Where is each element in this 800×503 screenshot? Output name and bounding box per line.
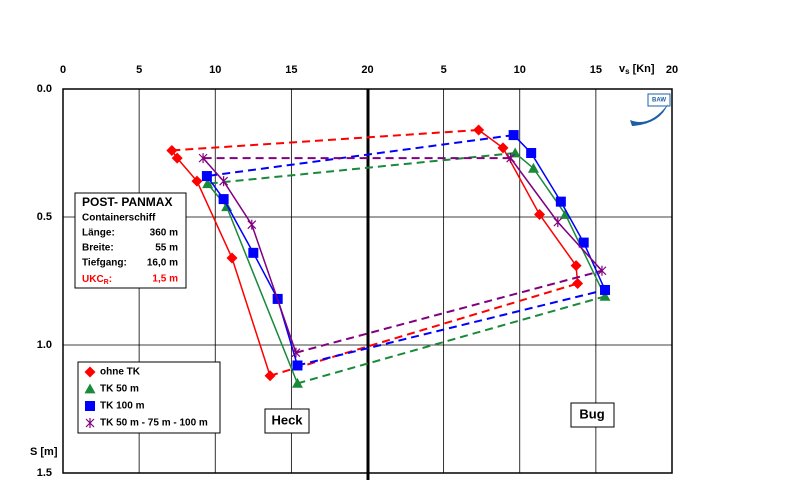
- info-value: 16,0 m: [147, 258, 178, 269]
- info-box: POST- PANMAX Containerschiff Länge: 360 m…: [74, 192, 187, 289]
- ukc-label: UKCR:: [82, 274, 112, 286]
- marker: [291, 377, 303, 388]
- x-tick-label: 15: [285, 64, 297, 76]
- marker: [570, 260, 582, 272]
- marker: [202, 178, 214, 189]
- x-tick-label: 0: [60, 64, 66, 76]
- legend-label: TK 100 m: [100, 401, 145, 412]
- info-subtitle: Containerschiff: [82, 213, 156, 224]
- marker: [506, 153, 516, 164]
- series: [202, 147, 611, 388]
- ukc-value: 1,5 m: [152, 274, 178, 285]
- marker: [508, 130, 519, 141]
- connector: [269, 282, 578, 377]
- series: [198, 153, 607, 358]
- legend-marker: [84, 383, 96, 394]
- marker: [600, 284, 611, 295]
- marker: [527, 162, 539, 173]
- marker: [578, 237, 589, 248]
- marker: [166, 144, 178, 156]
- x-tick-label: 10: [514, 64, 526, 76]
- info-box-frame: [74, 192, 187, 289]
- marker: [218, 194, 229, 205]
- info-rows: Länge: 360 m Breite: 55 m Tiefgang: 16,0 m: [82, 228, 178, 269]
- logo: BAW: [630, 93, 671, 126]
- logo-swoosh: [630, 104, 668, 126]
- marker: [171, 152, 183, 164]
- x-tick-label: 15: [590, 64, 602, 76]
- legend-label: ohne TK: [100, 367, 141, 378]
- info-label: Tiefgang:: [82, 258, 127, 269]
- legend-label: TK 50 m: [100, 384, 139, 395]
- connector: [206, 134, 514, 178]
- annotation: Heck: [271, 412, 303, 427]
- x-tick-label: 20: [666, 64, 678, 76]
- marker: [473, 124, 485, 136]
- marks: [166, 124, 611, 388]
- y-tick-label: 1.5: [37, 467, 52, 479]
- annotation: Bug: [579, 406, 604, 421]
- y-tick-label: 0.0: [37, 83, 52, 95]
- marker: [534, 208, 546, 220]
- info-value: 360 m: [150, 228, 178, 239]
- x-tick-label: 10: [209, 64, 221, 76]
- legend-marker: [85, 418, 95, 428]
- marker: [526, 148, 537, 158]
- legend-frame: [77, 361, 221, 434]
- y-tick-label: 0.5: [37, 211, 52, 223]
- marker: [198, 153, 208, 164]
- logo-text: BAW: [652, 98, 666, 104]
- series: [201, 130, 611, 371]
- y-axis-label: S [m]: [30, 446, 58, 458]
- marker: [292, 360, 303, 371]
- marker: [555, 196, 566, 207]
- annotation-box: [264, 408, 310, 434]
- marker: [264, 370, 276, 382]
- x-tick-label: 5: [136, 64, 142, 76]
- logo-box: [647, 93, 671, 107]
- marker: [191, 175, 203, 187]
- marker: [509, 147, 521, 158]
- info-label: Länge:: [82, 228, 115, 239]
- marker: [219, 176, 229, 187]
- x-tick-label: 5: [441, 64, 447, 76]
- marker: [572, 278, 584, 290]
- curve: [202, 157, 297, 353]
- connector: [295, 269, 603, 354]
- curve: [207, 183, 299, 384]
- info-label: Breite:: [82, 243, 114, 254]
- connector: [171, 128, 479, 152]
- legend-label: TK 50 m - 75 m - 100 m: [100, 418, 208, 429]
- marker: [497, 142, 509, 154]
- info-title: POST- PANMAX: [82, 195, 172, 209]
- x-axis-label: vs [Kn]: [619, 63, 655, 76]
- marker: [247, 219, 257, 230]
- marker: [553, 217, 563, 228]
- x-tick-label: 20: [361, 64, 373, 76]
- marker: [291, 347, 301, 358]
- connector: [297, 295, 606, 385]
- marker: [201, 171, 212, 182]
- marker: [226, 252, 238, 264]
- legend: ohne TK TK 50 m TK 100 m TK 50 m - 75 m - 1…: [84, 366, 208, 429]
- annotation-box: [570, 402, 615, 428]
- marker: [248, 247, 259, 258]
- curve: [514, 152, 606, 297]
- connector: [297, 288, 606, 367]
- marker: [599, 290, 611, 301]
- y-tick-label: 1.0: [37, 339, 52, 351]
- legend-marker: [85, 401, 95, 411]
- series: [166, 124, 584, 382]
- plot-frame: [62, 88, 673, 474]
- marker: [559, 208, 571, 219]
- legend-marker: [84, 366, 96, 378]
- marker: [597, 265, 607, 276]
- info-value: 55 m: [155, 243, 178, 254]
